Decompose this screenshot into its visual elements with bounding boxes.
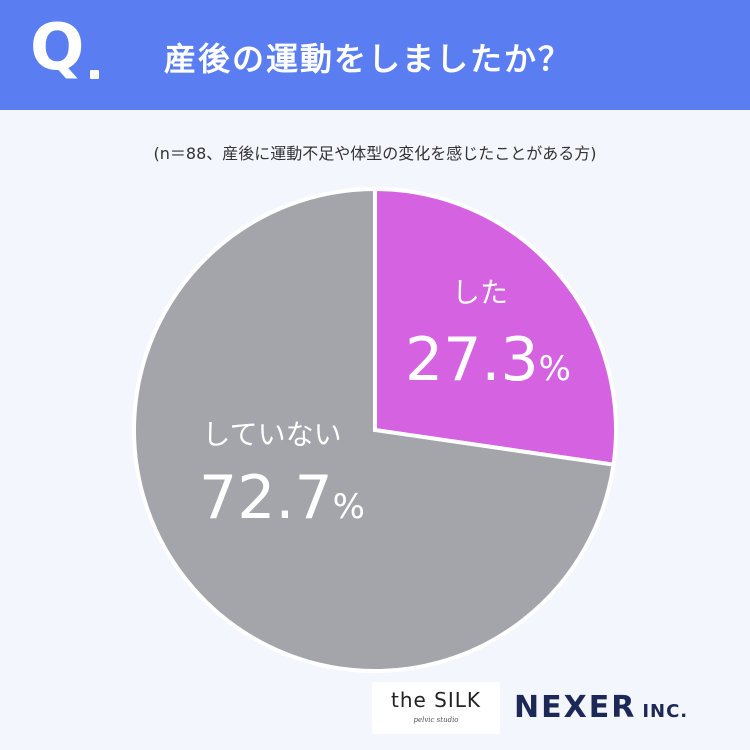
q-mark: Q	[30, 11, 85, 85]
slice-value-1: 72.7%	[199, 463, 365, 533]
question-header: Q 産後の運動をしましたか？	[0, 0, 750, 110]
pie-slice-1	[132, 186, 616, 673]
nexer-logo: NEXER INC.	[514, 690, 688, 725]
silk-tagline: pelvic studio	[413, 716, 459, 724]
silk-logo-box: the SILK pelvic studio	[372, 682, 500, 734]
slice-label-1: していない	[202, 418, 341, 451]
question-title: 産後の運動をしましたか？	[164, 40, 573, 78]
q-dot	[90, 70, 99, 79]
pie-slice-0	[373, 186, 618, 467]
nexer-inc: INC.	[642, 701, 689, 722]
sample-note: (n＝88、産後に運動不足や体型の変化を感じたことがある方)	[153, 144, 597, 163]
slice-value-0: 27.3%	[405, 325, 571, 395]
silk-logo: the SILK	[390, 688, 482, 712]
slice-label-0: した	[452, 276, 508, 309]
nexer-wordmark: NEXER	[514, 690, 637, 725]
